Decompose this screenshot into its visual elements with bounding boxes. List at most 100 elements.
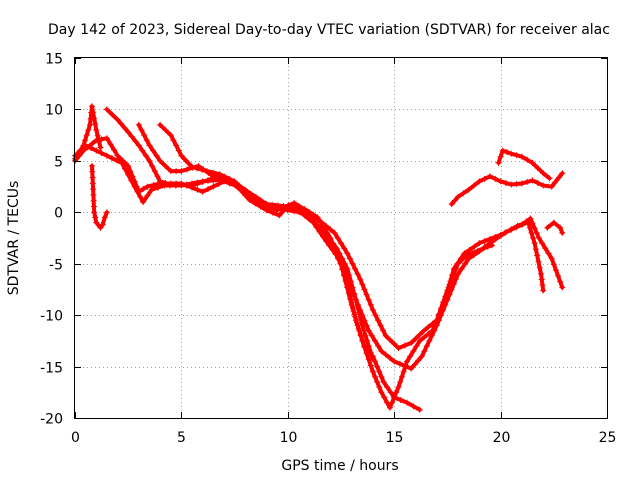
data-point: [534, 252, 541, 259]
data-point: [148, 186, 155, 193]
data-point: [77, 146, 84, 153]
data-point: [103, 106, 110, 113]
data-point: [331, 229, 338, 236]
data-point: [129, 173, 136, 180]
data-point: [93, 147, 100, 154]
data-point: [535, 235, 542, 241]
data-point: [114, 116, 121, 123]
data-point: [274, 202, 281, 209]
data-point: [375, 317, 381, 324]
data-point: [92, 121, 99, 128]
data-point: [425, 324, 432, 331]
data-point: [448, 276, 455, 283]
data-point: [465, 186, 472, 193]
data-point: [231, 178, 238, 185]
data-point: [433, 317, 440, 324]
data-point: [210, 169, 217, 176]
data-point: [411, 361, 418, 368]
data-point: [433, 322, 440, 329]
data-point: [140, 199, 147, 205]
data-point: [341, 245, 348, 252]
data-point: [374, 363, 381, 370]
data-point: [103, 209, 110, 216]
data-point: [288, 203, 294, 210]
data-point: [146, 142, 153, 149]
data-point: [132, 138, 139, 144]
series-track-10: [544, 219, 566, 236]
data-point: [552, 179, 559, 186]
data-point: [314, 216, 321, 223]
series-track-9: [495, 147, 553, 182]
data-point: [221, 173, 228, 180]
data-point: [397, 397, 404, 403]
y-tick-label: 10: [45, 103, 63, 119]
data-point: [410, 348, 417, 355]
data-point: [114, 152, 121, 159]
data-point: [555, 272, 562, 279]
data-point: [429, 320, 436, 327]
data-point: [367, 362, 374, 369]
data-point: [89, 168, 96, 175]
data-point: [508, 181, 515, 188]
series-line: [545, 220, 565, 235]
data-point: [90, 191, 97, 198]
data-point: [103, 135, 110, 142]
data-point: [92, 214, 99, 221]
data-point: [107, 141, 114, 148]
data-point: [141, 132, 148, 139]
data-point: [364, 337, 371, 344]
data-point: [481, 175, 488, 182]
data-point: [533, 230, 540, 237]
chart-title: Day 142 of 2023, Sidereal Day-to-day VTE…: [48, 22, 610, 38]
data-point: [557, 278, 564, 285]
data-point: [376, 384, 383, 391]
data-point: [90, 186, 97, 193]
data-point: [356, 309, 363, 316]
data-point: [386, 336, 393, 343]
data-point: [557, 224, 564, 231]
y-tick-label: 0: [54, 206, 63, 222]
data-point: [137, 193, 144, 200]
data-point: [374, 379, 381, 385]
data-point: [476, 178, 483, 185]
data-point: [526, 224, 533, 231]
data-point: [157, 157, 164, 164]
data-point: [89, 163, 95, 169]
data-point: [395, 384, 402, 391]
data-point: [89, 140, 95, 147]
data-point: [524, 156, 531, 163]
data-point: [559, 229, 566, 236]
data-point: [425, 331, 432, 337]
data-point: [369, 356, 376, 363]
data-point: [269, 201, 276, 208]
data-point: [140, 186, 147, 193]
data-point: [460, 190, 467, 197]
grid: [75, 58, 607, 418]
y-tick-label: -5: [49, 258, 63, 274]
data-point: [127, 168, 134, 175]
data-point: [339, 255, 346, 262]
data-point: [548, 183, 555, 190]
data-point: [330, 240, 337, 247]
data-point: [416, 406, 423, 413]
data-point: [540, 182, 547, 189]
data-point: [471, 243, 478, 250]
data-point: [361, 286, 368, 293]
data-point: [157, 178, 164, 185]
data-point: [389, 399, 396, 406]
data-point: [346, 255, 353, 262]
data-point: [407, 353, 414, 360]
data-point: [531, 240, 538, 247]
data-point: [326, 236, 333, 243]
data-point: [118, 120, 125, 127]
data-point: [542, 245, 549, 252]
data-point: [167, 168, 174, 175]
data-point: [305, 213, 312, 220]
data-point: [559, 284, 566, 291]
data-point: [244, 190, 251, 196]
data-point: [203, 168, 210, 175]
data-point: [534, 165, 541, 172]
data-point: [518, 180, 525, 187]
data-point: [382, 332, 389, 339]
data-point: [80, 142, 87, 149]
